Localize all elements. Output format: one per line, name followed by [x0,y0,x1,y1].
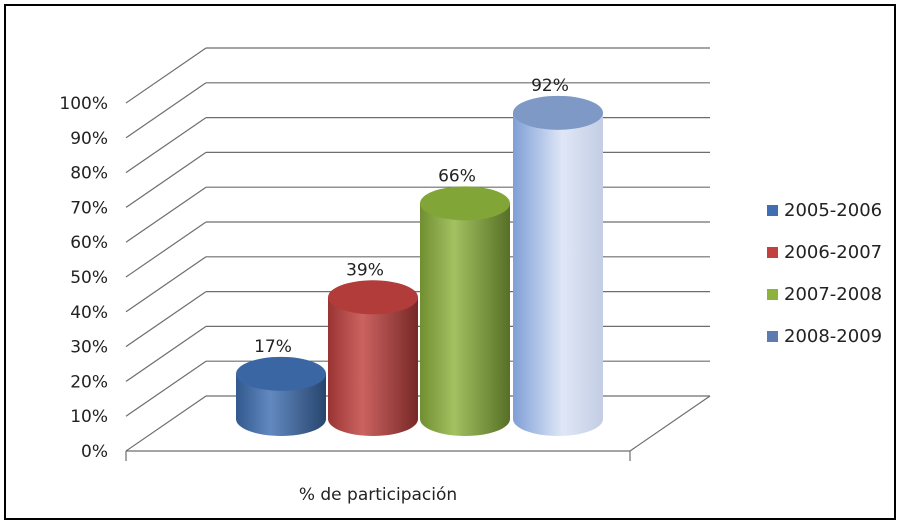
data-label: 17% [254,337,292,357]
bar-body [328,297,418,436]
y-tick-label: 100% [59,94,108,114]
bar-2007-2008 [420,186,510,436]
legend: 2005-2006 2006-2007 2007-2008 2008-2009 [767,200,882,347]
y-tick-label: 60% [70,233,108,253]
chart-frame: 0% 10% 20% 30% 40% 50% 60% 70% 80% 90% 100% 17% 39%… [4,4,896,520]
data-label: 39% [346,260,384,280]
y-tick-label: 30% [70,338,108,358]
legend-swatch [767,205,778,216]
y-tick-label: 80% [70,164,108,184]
bar-body [236,373,326,436]
bar-2008-2009 [513,95,603,436]
x-axis-category-labels: % de participación [299,485,457,505]
data-labels-layer: 17% 39% 66% 92% [254,76,569,357]
legend-swatch [767,247,778,258]
gridline-side [125,256,207,313]
legend-label: 2008-2009 [784,326,882,347]
bar-top [420,186,510,221]
bar-2006-2007 [328,280,418,436]
bar-2005-2006 [236,356,326,436]
legend-label: 2007-2008 [784,284,882,305]
bar-top [236,356,326,391]
bar-body [420,203,510,436]
gridline-side [125,325,207,382]
legend-label: 2005-2006 [784,200,882,221]
gridline-side [125,186,207,243]
gridline-side [125,395,207,452]
y-tick-label: 70% [70,198,108,218]
y-tick-label: 40% [70,303,108,323]
y-axis-tick-labels: 0% 10% 20% 30% 40% 50% 60% 70% 80% 90% 100% [59,94,108,462]
gridline-side [125,82,207,139]
gridline-side [125,117,207,174]
gridline-side [125,47,207,104]
bar-top [513,95,603,130]
data-label: 66% [438,166,476,186]
gridline-side [125,221,207,278]
data-label: 92% [531,76,569,96]
gridline-side [125,360,207,417]
y-tick-label: 20% [70,372,108,392]
gridline-side [125,291,207,348]
y-tick-label: 50% [70,268,108,288]
legend-label: 2006-2007 [784,242,882,263]
y-tick-label: 10% [70,407,108,427]
y-tick-label: 90% [70,129,108,149]
x-category-label: % de participación [299,485,457,505]
cylinder-bar-chart: 0% 10% 20% 30% 40% 50% 60% 70% 80% 90% 100% 17% 39%… [59,47,882,505]
floor-right-edge [629,395,711,452]
bar-body [513,112,603,436]
y-tick-label: 0% [81,442,108,462]
legend-swatch [767,289,778,300]
bar-top [328,280,418,315]
legend-swatch [767,331,778,342]
bars-layer [236,95,603,436]
gridline-side [125,151,207,208]
